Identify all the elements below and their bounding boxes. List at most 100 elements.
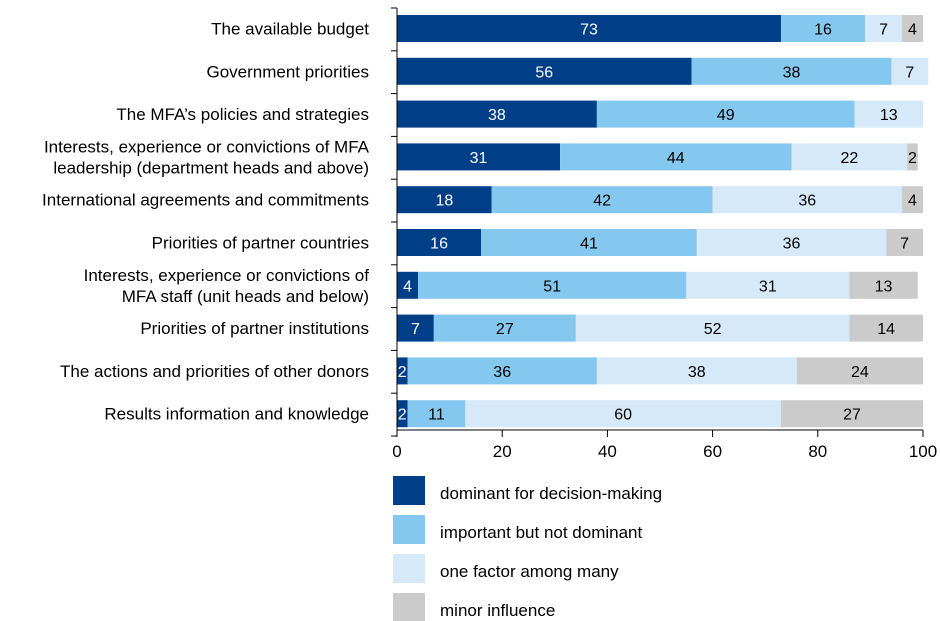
bar-segment (780, 400, 923, 428)
bar-segment (849, 271, 918, 299)
data-label: 4 (908, 22, 917, 39)
data-label: 42 (593, 193, 611, 210)
legend-swatch (393, 593, 425, 621)
bar-segment (907, 143, 918, 171)
bar-segment (691, 57, 892, 85)
x-tick-label: 20 (493, 442, 512, 461)
bar-segment (407, 357, 597, 385)
bar-segment (886, 229, 923, 256)
bar-segment (397, 186, 492, 214)
bar-segment (407, 400, 466, 428)
data-label: 4 (403, 278, 412, 295)
data-label: 7 (900, 236, 909, 253)
bar-segment (491, 186, 713, 214)
x-tick-label: 0 (392, 442, 401, 461)
data-label: 2 (908, 150, 917, 167)
category-label: The MFA’s policies and strategies (116, 105, 369, 124)
data-label: 36 (798, 193, 816, 210)
data-label: 38 (488, 107, 506, 124)
data-label: 24 (851, 364, 869, 381)
bar-segment (397, 100, 597, 128)
category-label: International agreements and commitments (42, 191, 369, 210)
data-label: 36 (493, 364, 511, 381)
bar-segment (901, 186, 923, 214)
data-label: 31 (759, 278, 777, 295)
bar-segment (418, 271, 687, 299)
legend-label: dominant for decision-making (440, 484, 662, 503)
data-label: 51 (543, 278, 561, 295)
data-label: 7 (905, 64, 914, 81)
bar-segment (780, 15, 866, 42)
bar-segment (865, 15, 902, 42)
data-label: 18 (435, 193, 453, 210)
data-label: 60 (614, 407, 632, 424)
x-tick-label: 60 (703, 442, 722, 461)
bar-segment (686, 271, 850, 299)
category-label: The actions and priorities of other dono… (60, 362, 369, 381)
bar-segment (796, 357, 923, 385)
data-label: 7 (411, 321, 420, 338)
category-label: Priorities of partner institutions (140, 319, 369, 338)
bar-segment (465, 400, 781, 428)
data-label: 56 (535, 64, 553, 81)
bar-segment (596, 100, 855, 128)
legend-label: minor influence (440, 601, 555, 620)
legend-swatch (393, 554, 425, 583)
bar-segment (696, 229, 887, 256)
data-label: 52 (704, 321, 722, 338)
data-label: 38 (688, 364, 706, 381)
category-label: leadership (department heads and above) (53, 158, 369, 177)
bar-segment (791, 143, 908, 171)
data-label: 41 (580, 236, 598, 253)
bar-segment (397, 15, 781, 42)
category-label: Interests, experience or convictions of … (44, 137, 370, 156)
data-label: 44 (667, 150, 685, 167)
bar-segment (481, 229, 697, 256)
legend-label: important but not dominant (440, 523, 643, 542)
category-label: MFA staff (unit heads and below) (122, 287, 369, 306)
data-label: 36 (783, 236, 801, 253)
data-label: 16 (430, 236, 448, 253)
bar-segment (397, 229, 482, 256)
bar-segment (891, 57, 929, 85)
category-label: The available budget (211, 20, 369, 39)
bar-segment (854, 100, 923, 128)
bar-segment (596, 357, 797, 385)
data-label: 11 (428, 407, 445, 424)
data-label: 22 (840, 150, 858, 167)
data-label: 31 (470, 150, 488, 167)
bar-segment (575, 314, 850, 342)
data-label: 2 (398, 364, 407, 381)
category-label: Interests, experience or convictions of (84, 266, 370, 285)
legend-swatch (393, 476, 425, 505)
legend-swatch (393, 515, 425, 544)
bar-segment (901, 15, 923, 42)
data-label: 4 (908, 193, 917, 210)
legend-label: one factor among many (440, 562, 619, 581)
x-tick-label: 100 (909, 442, 937, 461)
bar-segment (397, 271, 419, 299)
data-label: 7 (879, 22, 888, 39)
x-tick-label: 40 (598, 442, 617, 461)
data-label: 16 (814, 22, 832, 39)
bar-segment (397, 314, 434, 342)
data-label: 38 (783, 64, 801, 81)
data-label: 49 (717, 107, 735, 124)
data-label: 27 (843, 407, 861, 424)
bar-segment (397, 357, 408, 385)
bar-segment (712, 186, 902, 214)
bar-segment (433, 314, 576, 342)
category-label: Results information and knowledge (104, 405, 369, 424)
category-label: Government priorities (206, 62, 369, 81)
bar-segment (849, 314, 923, 342)
data-label: 13 (875, 278, 893, 295)
data-label: 73 (580, 22, 598, 39)
category-label: Priorities of partner countries (152, 234, 369, 253)
data-label: 27 (496, 321, 514, 338)
data-label: 2 (398, 407, 407, 424)
data-label: 13 (880, 107, 898, 124)
bar-segment (397, 57, 692, 85)
bar-segment (397, 400, 408, 428)
bar-segment (560, 143, 792, 171)
